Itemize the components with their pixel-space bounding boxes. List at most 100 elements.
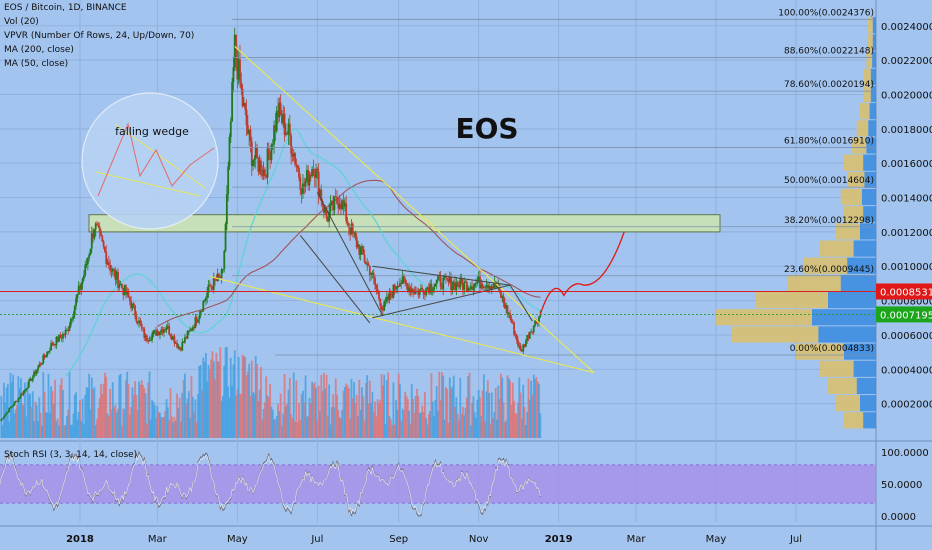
vpvr-bar [840, 188, 862, 206]
vpvr-bar [812, 309, 876, 326]
candle [488, 286, 491, 289]
candle [277, 110, 279, 118]
volume-bar [136, 409, 139, 438]
volume-bar [362, 396, 365, 438]
triangle-lower-line [372, 284, 511, 319]
volume-bar [278, 411, 281, 438]
rsi-title: Stoch RSI (3, 3, 14, 14, close) [4, 450, 137, 460]
candle [104, 246, 106, 252]
candle [260, 160, 262, 175]
vpvr-bar [853, 360, 876, 377]
candle [343, 203, 346, 208]
fib-label: 38.20%(0.0012298) [784, 216, 874, 226]
candle [287, 123, 290, 134]
volume-bar [84, 394, 87, 438]
volume-bar [233, 350, 236, 438]
volume-bar [392, 382, 395, 438]
candle [102, 241, 105, 247]
vpvr-bar [866, 137, 876, 154]
candle [123, 285, 126, 296]
volume-bar [269, 384, 272, 438]
volume-bar [73, 394, 76, 438]
candle [109, 265, 112, 271]
volume-bar [166, 407, 169, 438]
volume-bar [8, 421, 11, 438]
volume-bar [126, 371, 129, 438]
volume-bar [358, 379, 361, 438]
candle [233, 34, 236, 68]
candle [532, 325, 535, 333]
candle [21, 394, 24, 396]
volume-bar [237, 357, 240, 438]
candle [26, 387, 29, 390]
volume-bar [319, 410, 321, 438]
candle [506, 305, 509, 315]
candle [14, 400, 17, 403]
candle [111, 269, 114, 272]
candle [114, 270, 117, 280]
candle [235, 34, 237, 58]
volume-bar [496, 419, 498, 438]
candle [455, 282, 458, 291]
candle [374, 278, 376, 286]
candle [124, 285, 127, 295]
indicator-vpvr[interactable]: VPVR (Number Of Rows, 24, Up/Down, 70) [4, 31, 195, 41]
volume-bar [80, 420, 83, 438]
volume-bar [493, 411, 496, 438]
candle [317, 171, 320, 196]
candle [58, 334, 60, 342]
candle [325, 207, 328, 219]
candle [292, 153, 295, 157]
volume-bar [521, 418, 523, 438]
fib-label: 0.00%(0.0004833) [790, 344, 874, 354]
volume-bar [366, 375, 369, 438]
candle [236, 57, 239, 80]
candle [468, 287, 471, 290]
candle [539, 314, 542, 317]
volume-bar [210, 359, 213, 438]
volume-bar [161, 417, 164, 438]
candle [29, 378, 32, 382]
volume-bar [539, 413, 542, 438]
indicator-volume[interactable]: Vol (20) [4, 17, 39, 27]
candle [130, 300, 133, 309]
fib-label: 23.60%(0.0009445) [784, 265, 874, 275]
candle [334, 196, 337, 198]
indicator-ma200[interactable]: MA (200, close) [4, 45, 74, 55]
volume-bar [482, 374, 485, 438]
candle [20, 394, 22, 398]
candle [127, 291, 130, 298]
candle [414, 290, 417, 294]
candle [51, 342, 54, 346]
volume-bar [101, 393, 104, 438]
candle [456, 282, 459, 287]
volume-bar [4, 402, 7, 438]
candle [148, 339, 151, 342]
volume-bar [131, 387, 134, 438]
volume-bar [51, 391, 54, 438]
candle [81, 278, 84, 284]
volume-bar [308, 397, 311, 438]
candle [535, 320, 538, 323]
volume-bar [225, 346, 228, 438]
candle [6, 412, 9, 414]
x-tick-label: Jul [310, 534, 323, 545]
x-tick-label: May [227, 534, 248, 545]
indicator-ma50[interactable]: MA (50, close) [4, 59, 69, 69]
candle [206, 292, 209, 298]
volume-bar [109, 388, 112, 438]
candle [328, 211, 331, 222]
candle [303, 183, 306, 187]
volume-bar [515, 413, 518, 438]
projection-curve [539, 231, 625, 315]
volume-bar [426, 424, 429, 438]
volume-bar [279, 393, 282, 438]
candle [80, 283, 83, 290]
candle [27, 381, 30, 388]
volume-bar [236, 389, 239, 438]
volume-bar [178, 397, 181, 438]
candle [248, 129, 251, 135]
volume-bar [401, 408, 404, 438]
volume-bar [464, 407, 467, 438]
